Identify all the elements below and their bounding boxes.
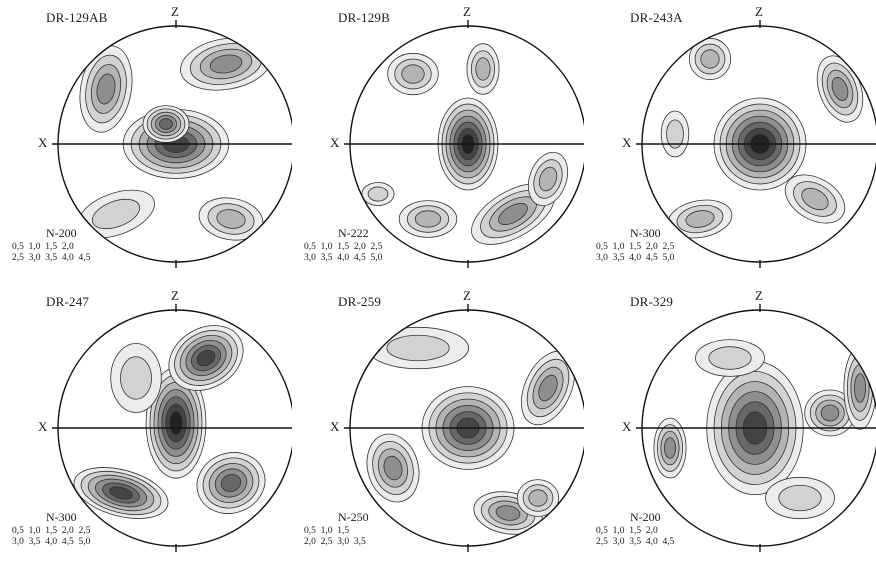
density-contour: [708, 346, 752, 370]
x-axis-label: X: [38, 419, 48, 434]
sample-count: N-250: [338, 510, 369, 524]
z-axis-label: Z: [755, 288, 763, 303]
z-axis-label: Z: [755, 4, 763, 19]
contour-levels: 0,5 1,0 1,5 2,0 2,5 3,0 3,5 4,0 4,5: [12, 242, 91, 263]
density-contour: [831, 77, 849, 101]
density-contour: [169, 410, 183, 436]
z-axis-label: Z: [171, 288, 179, 303]
x-axis-label: X: [622, 419, 632, 434]
density-contour: [820, 404, 840, 422]
contour-levels: 0,5 1,0 1,5 2,0 2,5 3,0 3,5 4,0 4,5 5,0: [12, 526, 91, 547]
density-contour: [91, 198, 141, 230]
sample-label: DR-329: [630, 294, 674, 309]
density-contour: [498, 203, 528, 225]
x-axis-label: X: [38, 135, 48, 150]
sample-label: DR-259: [338, 294, 382, 309]
density-contour: [367, 186, 389, 202]
density-contour: [801, 187, 829, 211]
stereonet-panel: DR-129AB Z X N-200 0,5 1,0 1,5 2,0 2,5 3,0 3…: [0, 0, 292, 278]
density-contour: [685, 210, 715, 228]
density-contour: [538, 374, 558, 402]
x-axis-label: X: [330, 419, 340, 434]
z-axis-label: Z: [463, 288, 471, 303]
density-contour: [778, 484, 822, 512]
equal-area-net: [344, 304, 584, 552]
density-contour: [538, 166, 558, 192]
density-contour: [414, 210, 442, 228]
sample-label: DR-247: [46, 294, 90, 309]
density-contour: [666, 119, 684, 149]
equal-area-net: [52, 20, 292, 268]
density-contour: [209, 54, 243, 74]
sample-count: N-300: [46, 510, 77, 524]
sample-label: DR-243A: [630, 10, 683, 25]
sample-label: DR-129AB: [46, 10, 108, 25]
stereonet-panel: DR-243A Z X N-300 0,5 1,0 1,5 2,0 2,5 3,0 3,…: [584, 0, 876, 278]
density-contour: [96, 73, 116, 105]
sample-count: N-200: [46, 226, 77, 240]
stereonet-panel: DR-329 Z X N-200 0,5 1,0 1,5 2,0 2,5 3,0 3,5…: [584, 284, 876, 562]
equal-area-net: [344, 20, 584, 268]
density-contour: [383, 455, 403, 481]
density-contour: [853, 373, 866, 403]
contour-levels: 0,5 1,0 1,5 2,0 2,5 3,0 3,5 4,0 4,5 5,0: [596, 242, 675, 263]
density-contour: [216, 209, 246, 229]
equal-area-net: [636, 20, 876, 268]
stereonet-panel: DR-259 Z X N-250 0,5 1,0 1,5 2,0 2,5 3,0 3,5: [292, 284, 584, 562]
x-axis-label: X: [622, 135, 632, 150]
equal-area-net: [636, 304, 876, 552]
density-contour: [386, 334, 450, 362]
density-contour: [700, 49, 720, 69]
stereonet-panel: DR-129B Z X N-222 0,5 1,0 1,5 2,0 2,5 3,0 3,…: [292, 0, 584, 278]
density-contour: [664, 437, 677, 459]
density-contour: [401, 64, 425, 84]
sample-count: N-300: [630, 226, 661, 240]
density-contour: [159, 118, 173, 130]
density-contour: [528, 489, 548, 507]
contour-levels: 0,5 1,0 1,5 2,0 2,5 3,0 3,5: [304, 526, 366, 547]
density-contour: [120, 356, 152, 400]
sample-count: N-200: [630, 510, 661, 524]
sample-label: DR-129B: [338, 10, 390, 25]
stereonet-panel: DR-247 Z X N-300 0,5 1,0 1,5 2,0 2,5 3,0 3,5…: [0, 284, 292, 562]
equal-area-net: [52, 304, 292, 552]
density-contour: [475, 57, 491, 81]
contour-levels: 0,5 1,0 1,5 2,0 2,5 3,0 3,5 4,0 4,5 5,0: [304, 242, 383, 263]
x-axis-label: X: [330, 135, 340, 150]
density-contour: [220, 473, 242, 493]
density-contour: [196, 349, 216, 367]
density-contour: [495, 505, 521, 521]
sample-count: N-222: [338, 226, 369, 240]
z-axis-label: Z: [463, 4, 471, 19]
density-contour: [109, 486, 133, 500]
z-axis-label: Z: [171, 4, 179, 19]
contour-levels: 0,5 1,0 1,5 2,0 2,5 3,0 3,5 4,0 4,5: [596, 526, 675, 547]
